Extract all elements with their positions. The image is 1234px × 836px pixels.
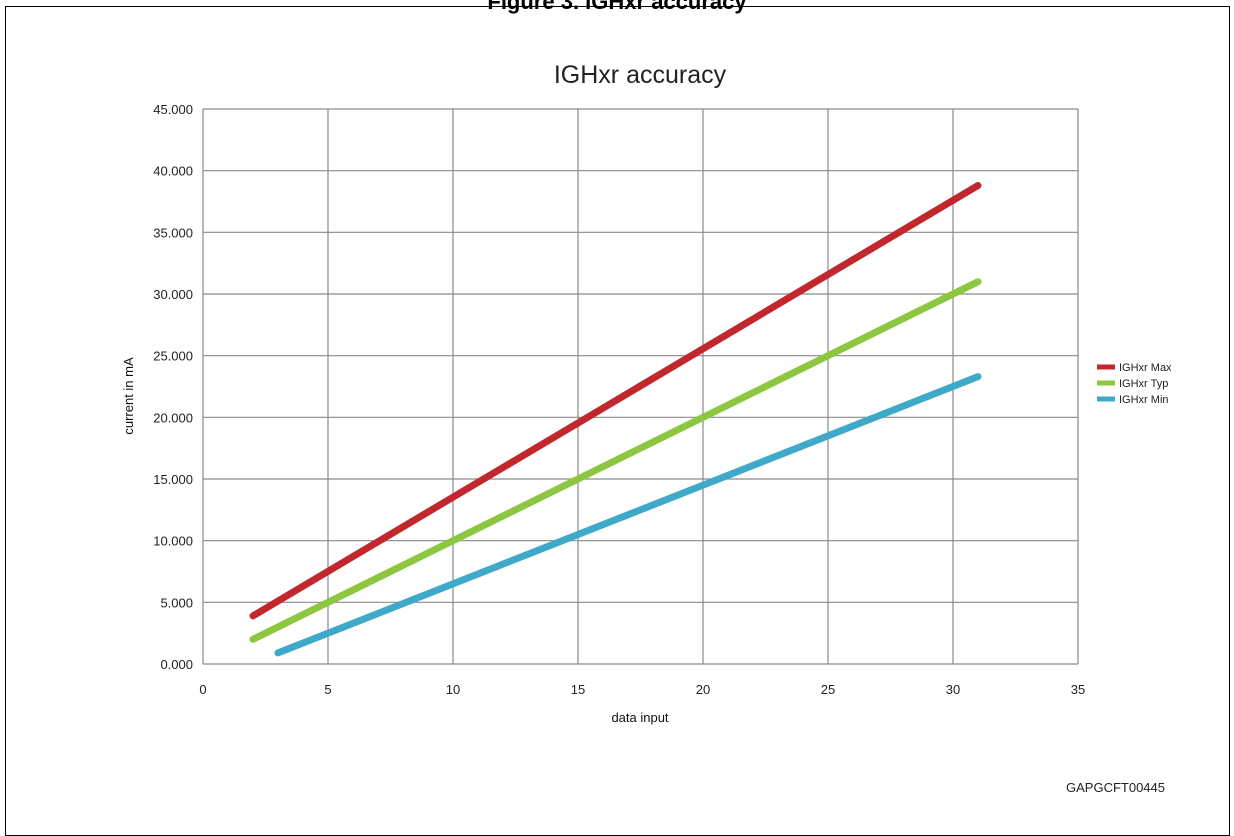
y-tick-label: 15.000 [153, 472, 193, 487]
x-tick-label: 25 [821, 682, 835, 697]
legend-label: IGHxr Max [1119, 362, 1172, 374]
y-axis-label: current in mA [121, 357, 136, 435]
series-line-0 [249, 182, 982, 620]
y-tick-label: 0.000 [160, 657, 193, 672]
legend: IGHxr Max IGHxr Typ IGHxr Min [1097, 362, 1172, 406]
y-tick-label: 40.000 [153, 164, 193, 179]
x-tick-label: 5 [324, 682, 331, 697]
legend-label: IGHxr Typ [1119, 378, 1168, 390]
y-tick-label: 45.000 [153, 102, 193, 117]
y-tick-label: 25.000 [153, 349, 193, 364]
y-tick-label: 30.000 [153, 287, 193, 302]
x-tick-label: 20 [696, 682, 710, 697]
tick-labels: 0 5 10 15 20 25 30 35 0.000 5.000 10.000 15.000 20.0… [153, 102, 1085, 697]
x-tick-label: 35 [1071, 682, 1085, 697]
legend-label: IGHxr Min [1119, 394, 1169, 406]
y-tick-label: 35.000 [153, 225, 193, 240]
series-lines [249, 182, 982, 657]
chart-title: IGHxr accuracy [554, 61, 727, 89]
y-tick-label: 10.000 [153, 534, 193, 549]
grid [202, 108, 1079, 665]
series-line-1 [249, 278, 982, 643]
series-line-2 [274, 373, 982, 657]
x-tick-label: 0 [199, 682, 206, 697]
y-tick-label: 20.000 [153, 410, 193, 425]
x-tick-label: 30 [946, 682, 960, 697]
x-axis-label: data input [611, 710, 668, 725]
y-tick-label: 5.000 [160, 595, 193, 610]
page-title: Figure 3. IGHxr accuracy [487, 0, 747, 14]
figure-code: GAPGCFT00445 [1066, 780, 1165, 795]
x-tick-label: 10 [446, 682, 460, 697]
x-tick-label: 15 [571, 682, 585, 697]
